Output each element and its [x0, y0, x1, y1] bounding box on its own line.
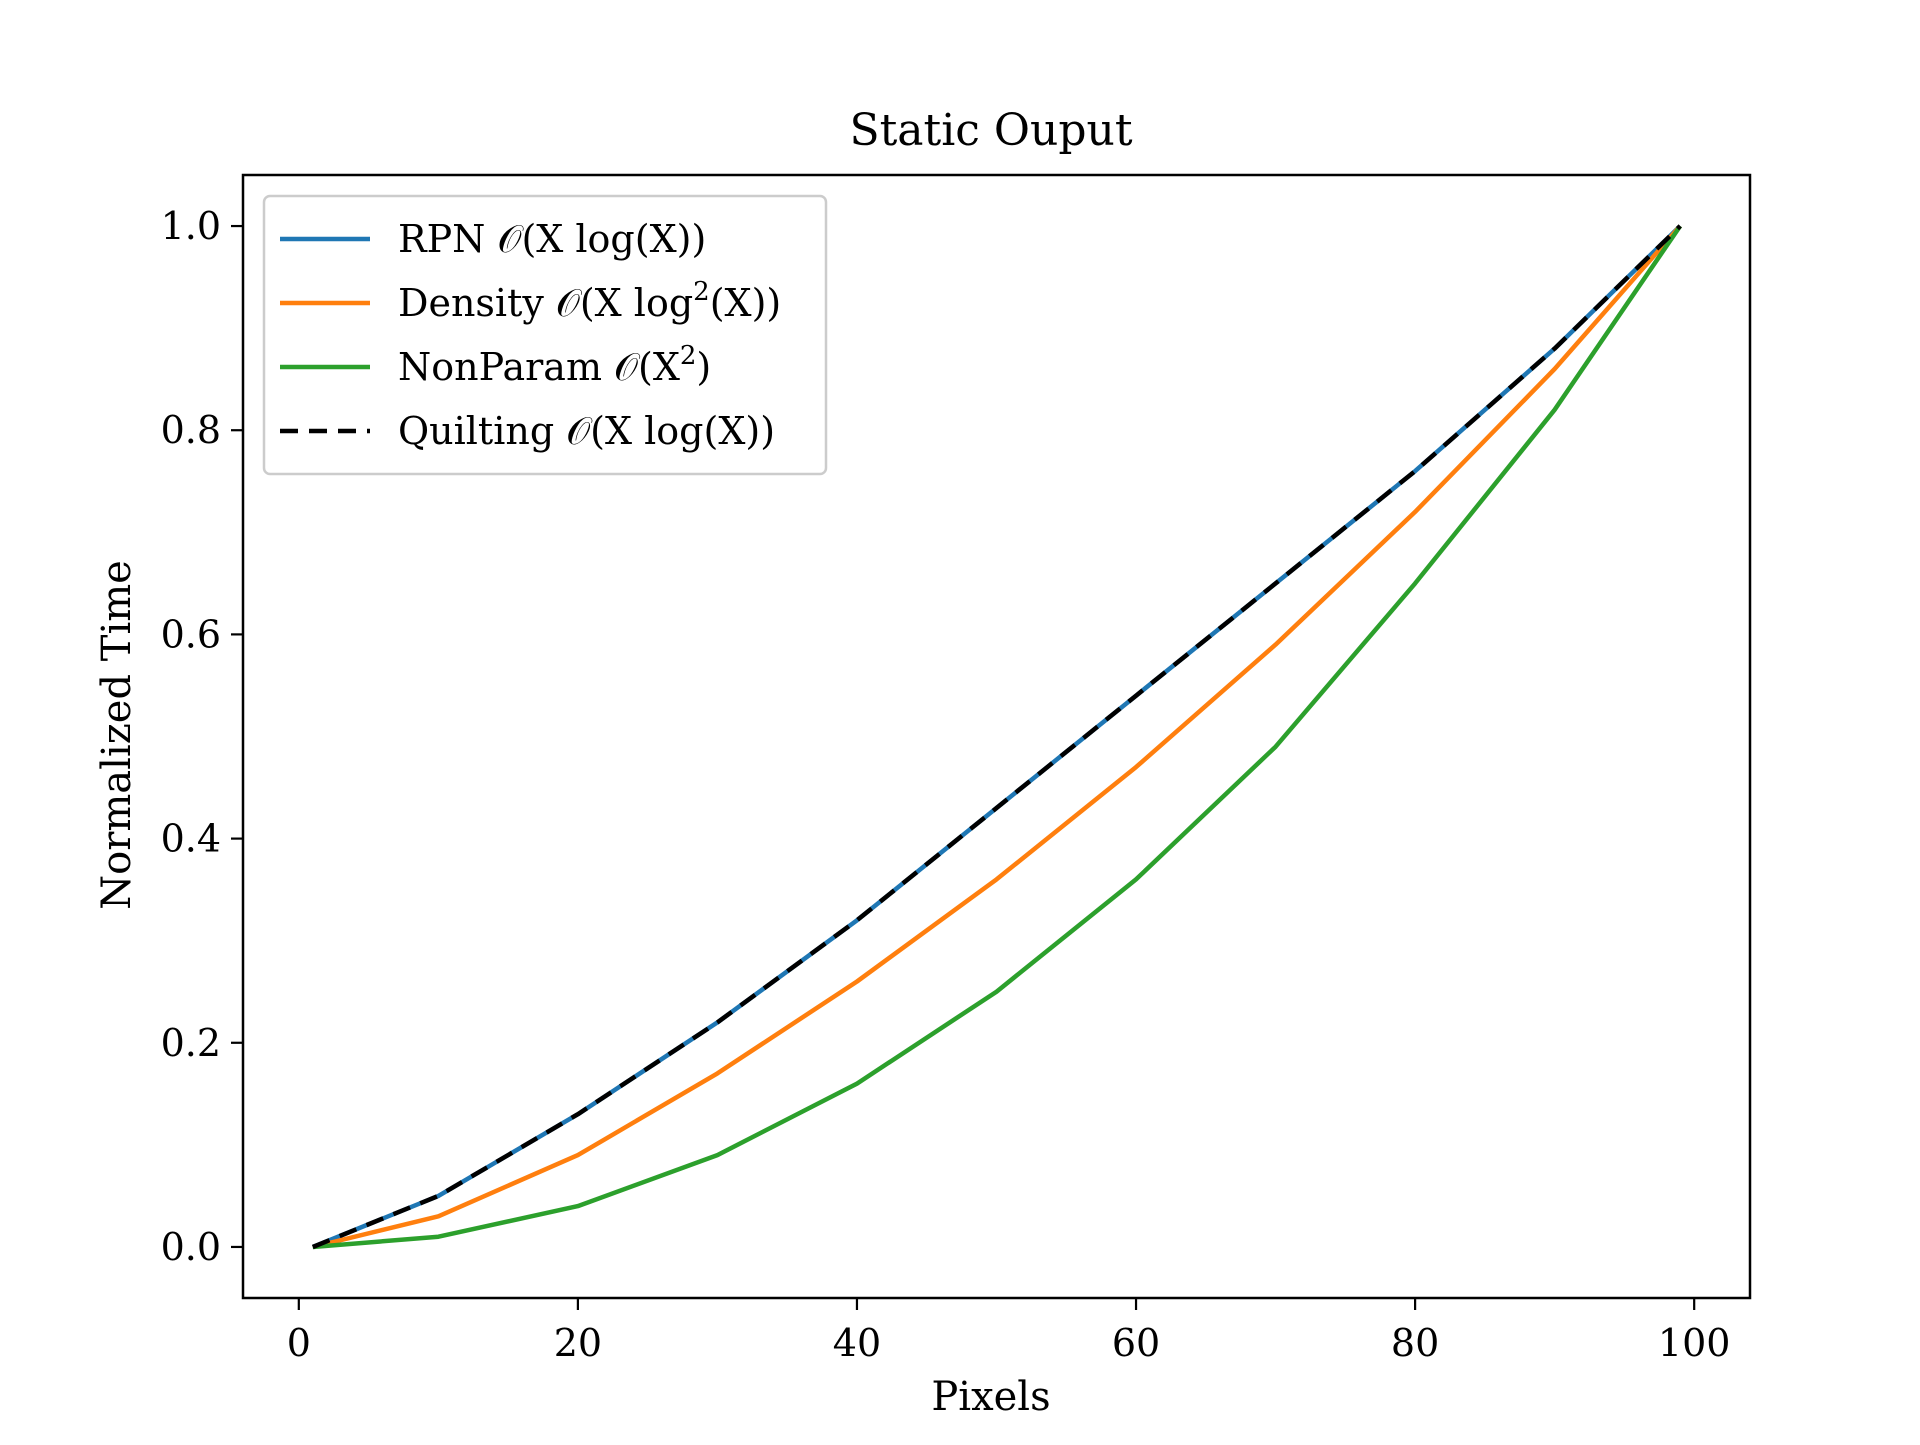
- legend-label-nonparam: NonParam 𝒪(X2): [398, 341, 711, 389]
- x-tick-label: 60: [1112, 1321, 1160, 1365]
- legend-label-density: Density 𝒪(X log2(X)): [398, 277, 781, 325]
- y-tick-label: 0.8: [161, 408, 221, 452]
- legend-label-quilting: Quilting 𝒪(X log(X)): [398, 409, 775, 453]
- x-tick-label: 20: [554, 1321, 602, 1365]
- axes-frame: [241, 173, 1752, 1300]
- y-tick-label: 1.0: [161, 204, 221, 248]
- y-tick-label: 0.2: [161, 1021, 221, 1065]
- x-tick-label: 0: [287, 1321, 311, 1365]
- chart-title: Static Ouput: [849, 105, 1132, 156]
- x-tick-label: 100: [1658, 1321, 1731, 1365]
- legend-label-rpn: RPN 𝒪(X log(X)): [398, 217, 706, 261]
- y-axis-label: Normalized Time: [94, 560, 140, 910]
- y-tick-label: 0.0: [161, 1225, 221, 1269]
- legend-box: [262, 194, 828, 476]
- series-line-quilting: [311, 224, 1682, 1250]
- x-axis-label: Pixels: [931, 1374, 1050, 1420]
- y-tick-label: 0.6: [161, 612, 221, 656]
- series-line-nonparam: [312, 224, 1683, 1250]
- x-tick-label: 40: [833, 1321, 881, 1365]
- plot-area: 0 20 40 60 80 100 0.0 0.2 0.4 0.6 0.8 1.0 RPN 𝒪(X lo…: [161, 173, 1752, 1365]
- x-tick-label: 80: [1391, 1321, 1439, 1365]
- y-tick-label: 0.4: [161, 817, 221, 861]
- series-line-density: [312, 224, 1682, 1250]
- legend: RPN 𝒪(X log(X)) Density 𝒪(X log2(X)) NonPa…: [262, 194, 828, 476]
